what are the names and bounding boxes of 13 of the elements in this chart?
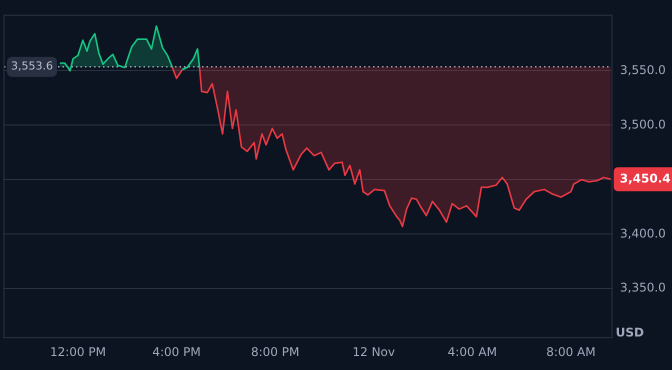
x-tick-label: 4:00 AM bbox=[448, 344, 497, 359]
y-tick-label: 3,550.0 bbox=[620, 62, 666, 77]
ref-line-label: 3,553.6 bbox=[11, 60, 53, 73]
y-tick-label: 3,400.0 bbox=[620, 226, 666, 240]
x-tick-label: 4:00 PM bbox=[152, 344, 201, 359]
x-tick-label: 12 Nov bbox=[352, 344, 395, 359]
annotation: 3,450.4 bbox=[620, 171, 671, 186]
x-tick-label: 8:00 PM bbox=[250, 344, 300, 359]
y-axis-title: USD bbox=[616, 326, 644, 340]
y-tick-label: 3,350.0 bbox=[620, 280, 666, 295]
x-tick-label: 8:00 AM bbox=[546, 344, 596, 359]
y-tick-label: 3,500.0 bbox=[620, 117, 666, 132]
x-tick-label: 12:00 PM bbox=[50, 344, 106, 359]
